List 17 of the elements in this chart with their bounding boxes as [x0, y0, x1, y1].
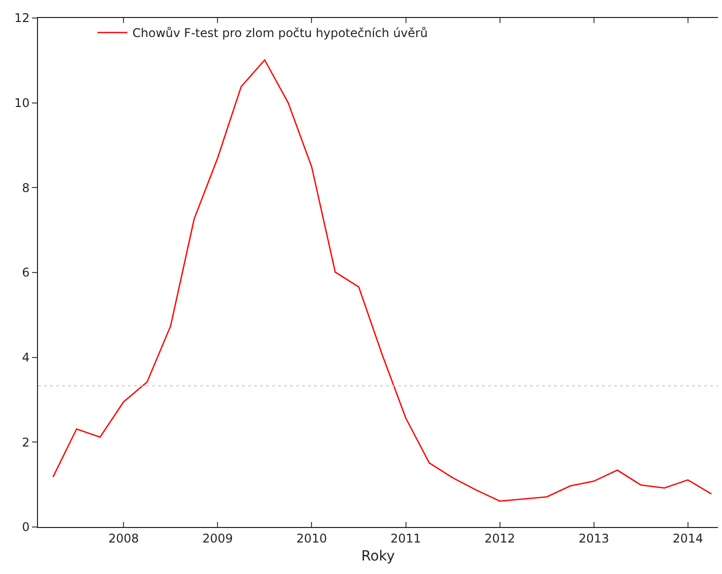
x-tick-label: 2012 [484, 531, 516, 546]
y-tick-label: 8 [22, 180, 30, 195]
x-tick-label: 2010 [296, 531, 327, 546]
x-tick-label: 2014 [672, 531, 704, 546]
y-tick-label: 0 [22, 520, 30, 534]
y-tick-label: 4 [22, 350, 30, 365]
y-tick-label: 12 [14, 11, 30, 26]
y-tick-label: 2 [22, 435, 30, 450]
x-tick-label: 2013 [578, 531, 610, 546]
x-axis-title: Roky [361, 548, 395, 565]
y-tick-label: 6 [22, 266, 30, 280]
line-series [52, 59, 712, 502]
y-tick-label: 10 [14, 96, 30, 110]
x-tick-label: 2008 [108, 531, 139, 546]
x-tick-label: 2011 [390, 531, 422, 546]
x-tick-label: 2009 [202, 531, 233, 546]
legend-label: Chowův F-test pro zlom počtu hypotečních úvěrů [132, 26, 428, 40]
